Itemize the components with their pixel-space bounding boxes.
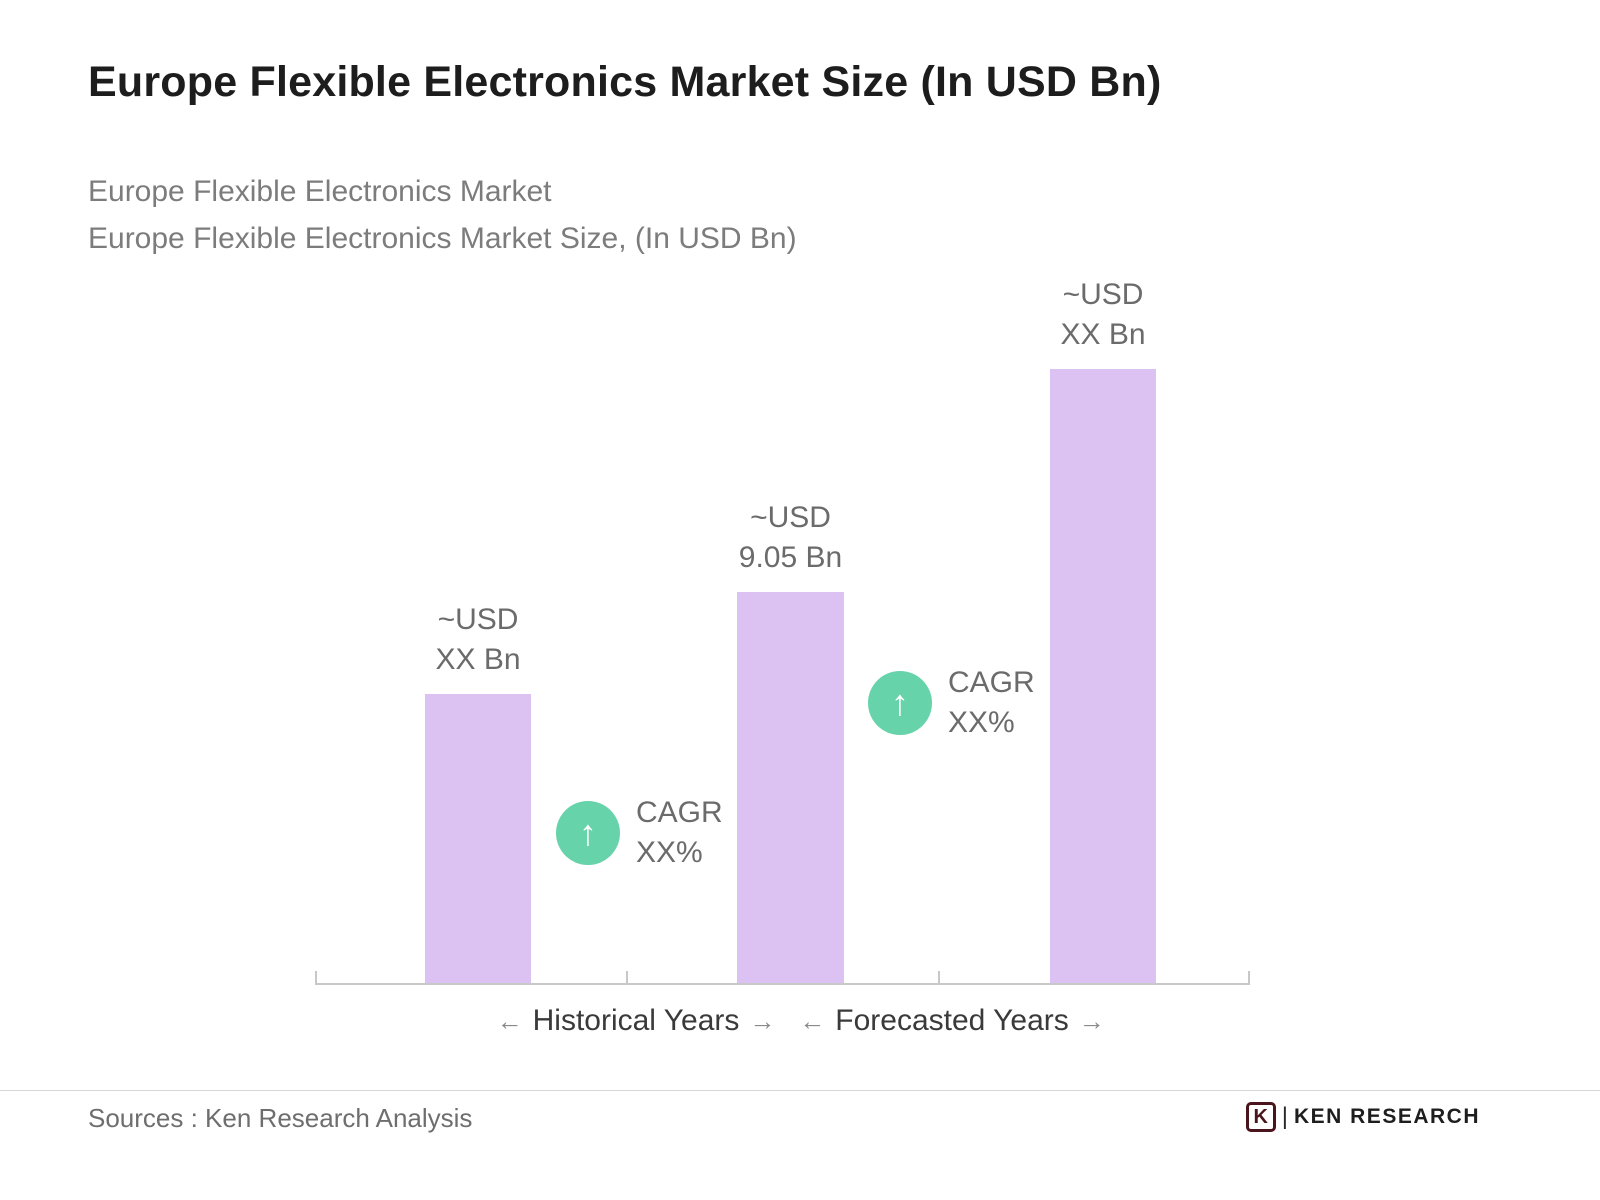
footer-divider <box>0 1090 1600 1091</box>
bar-label-line1: ~USD <box>750 501 831 534</box>
logo-separator: | <box>1281 1103 1288 1130</box>
cagr-circle: ↑ <box>556 801 620 865</box>
subtitle-line-2: Europe Flexible Electronics Market Size,… <box>88 222 797 255</box>
axis-group-label-forecasted: ← Forecasted Years → <box>799 1004 1104 1038</box>
axis-tick <box>315 971 317 984</box>
bar-value-label: ~USD XX Bn <box>1060 275 1145 355</box>
bar-label-line1: ~USD <box>1062 278 1144 311</box>
bar-group-forecast-end: ~USD XX Bn <box>1050 275 1156 985</box>
axis-group-label-historical: ← Historical Years → <box>497 1004 776 1038</box>
arrow-right-icon: → <box>749 1005 776 1036</box>
arrow-left-icon: ← <box>799 1005 826 1036</box>
cagr-label-line1: CAGR <box>636 796 723 829</box>
axis-group-text: Forecasted Years <box>835 1004 1069 1037</box>
sources-text: Sources : Ken Research Analysis <box>88 1103 473 1133</box>
cagr-annotation-1: ↑ CAGR XX% <box>556 793 723 873</box>
axis-group-text: Historical Years <box>532 1004 740 1037</box>
bar-label-line2: 9.05 Bn <box>738 541 843 574</box>
bar-value-label: ~USD 9.05 Bn <box>739 498 842 578</box>
cagr-label-line1: CAGR <box>948 666 1035 699</box>
logo-text: KEN RESEARCH <box>1293 1105 1480 1128</box>
bar-label-line2: XX Bn <box>435 643 521 676</box>
page-title: Europe Flexible Electronics Market Size … <box>88 58 1162 106</box>
axis-tick <box>1248 971 1250 984</box>
cagr-annotation-2: ↑ CAGR XX% <box>868 663 1035 743</box>
arrow-left-icon: ← <box>496 1005 523 1036</box>
subtitle-line-1: Europe Flexible Electronics Market <box>88 175 552 208</box>
x-axis-line <box>315 983 1250 985</box>
bar-label-line1: ~USD <box>437 603 519 636</box>
axis-tick <box>938 971 940 984</box>
bar-label-line2: XX Bn <box>1060 318 1146 351</box>
cagr-label: CAGR XX% <box>636 793 723 873</box>
bar-group-historical-end: ~USD 9.05 Bn <box>737 498 844 985</box>
cagr-label: CAGR XX% <box>948 663 1035 743</box>
cagr-up-arrow-icon: ↑ <box>579 812 597 853</box>
logo-k-icon: K <box>1245 1102 1276 1132</box>
bar-historical-end <box>737 592 844 985</box>
bar-group-historical-start: ~USD XX Bn <box>425 600 531 985</box>
bar-value-label: ~USD XX Bn <box>435 600 520 680</box>
cagr-label-line2: XX% <box>636 836 703 869</box>
cagr-circle: ↑ <box>868 671 932 735</box>
cagr-label-line2: XX% <box>948 706 1015 739</box>
bar-historical-start <box>425 694 531 985</box>
cagr-up-arrow-icon: ↑ <box>891 682 909 723</box>
axis-tick <box>626 971 628 984</box>
ken-research-logo: K | KEN RESEARCH <box>1245 1102 1480 1132</box>
arrow-right-icon: → <box>1078 1005 1105 1036</box>
bar-forecast-end <box>1050 369 1156 985</box>
